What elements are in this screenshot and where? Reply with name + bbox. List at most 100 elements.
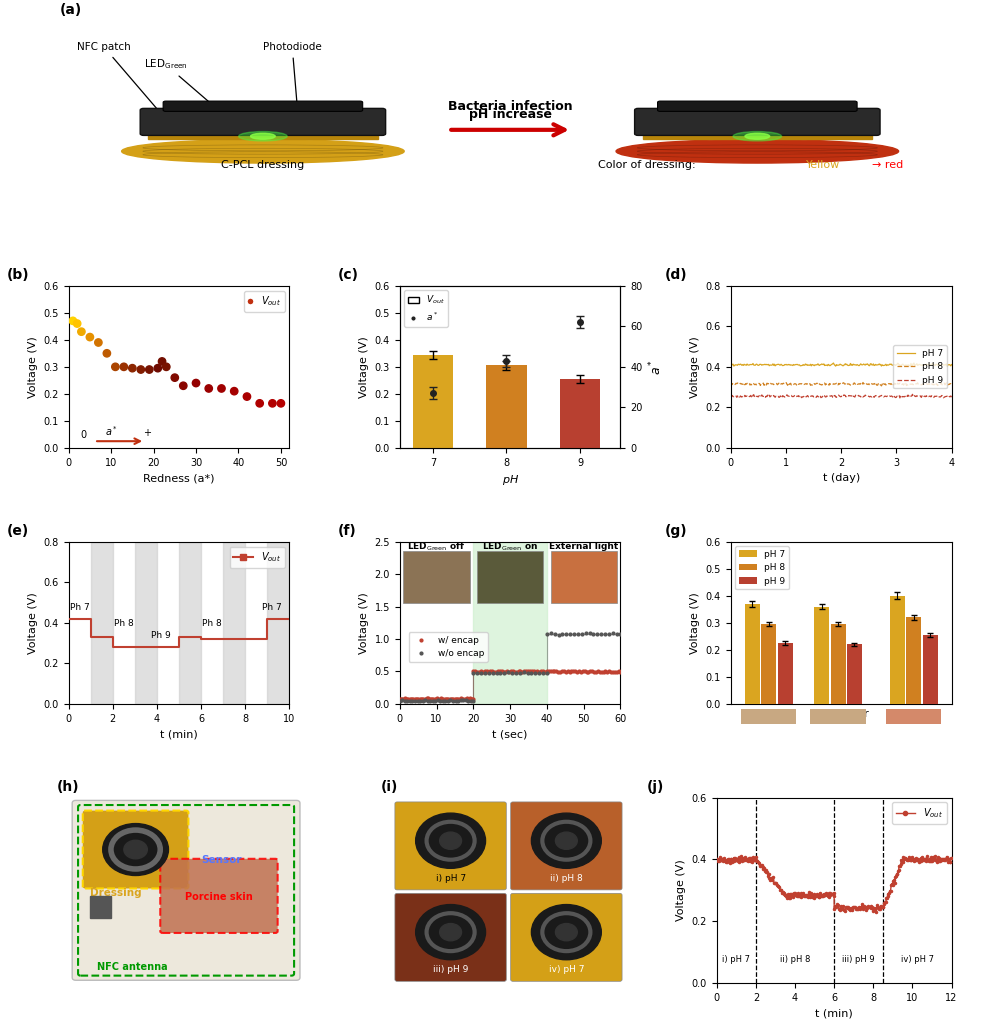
w/o encap: [439, 695, 451, 708]
w/ encap: [394, 692, 406, 705]
FancyBboxPatch shape: [140, 109, 386, 135]
Text: pH increase: pH increase: [469, 109, 551, 121]
Text: Ph 7: Ph 7: [70, 603, 89, 611]
Text: ii) pH 8: ii) pH 8: [550, 874, 583, 883]
Bar: [847, 644, 862, 703]
pH 9: [906, 388, 918, 400]
Bar: [560, 379, 600, 447]
Text: Porcine skin: Porcine skin: [185, 892, 253, 901]
Point: [154, 353, 170, 370]
Y-axis label: $a^*$: $a^*$: [648, 358, 665, 375]
Point: [108, 358, 124, 375]
Bar: [403, 551, 470, 603]
Text: C-PCL dressing: C-PCL dressing: [222, 161, 304, 170]
pH 8: [857, 377, 869, 389]
Point: [176, 378, 191, 394]
pH 8: [860, 378, 872, 390]
Circle shape: [555, 833, 577, 849]
pH 7: [911, 359, 923, 372]
Text: (d): (d): [665, 268, 688, 283]
w/ encap: [427, 692, 439, 705]
w/ encap: [424, 693, 436, 706]
Circle shape: [416, 813, 486, 868]
FancyBboxPatch shape: [511, 802, 622, 890]
X-axis label: t (min): t (min): [815, 1009, 853, 1018]
Bar: [487, 366, 527, 447]
Point: [125, 360, 140, 377]
pH 9: [725, 390, 737, 402]
Text: iv) pH 7: iv) pH 7: [548, 966, 584, 975]
X-axis label: t (day): t (day): [823, 473, 859, 483]
pH 7: [860, 358, 872, 371]
Point: [273, 395, 288, 412]
pH 7: [726, 359, 738, 372]
Point: [159, 358, 175, 375]
Y-axis label: Voltage (V): Voltage (V): [359, 592, 369, 653]
Line: pH 8: pH 8: [731, 383, 952, 386]
Text: Dressing: Dressing: [90, 889, 141, 898]
pH 8: [725, 377, 737, 389]
Bar: [745, 604, 760, 703]
Bar: [90, 896, 111, 919]
pH 9: [855, 390, 867, 402]
Text: 0: 0: [80, 430, 86, 440]
Point: [65, 312, 80, 329]
Y-axis label: Voltage (V): Voltage (V): [28, 592, 38, 653]
Bar: [831, 625, 846, 703]
Circle shape: [416, 904, 486, 959]
Bar: [474, 542, 547, 703]
Point: [201, 380, 217, 396]
Legend: w/ encap, w/o encap: w/ encap, w/o encap: [409, 632, 488, 662]
Text: Bacteria infection: Bacteria infection: [447, 99, 573, 113]
Ellipse shape: [733, 131, 782, 141]
Bar: [148, 134, 378, 139]
pH 9: [726, 390, 738, 402]
Point: [74, 324, 89, 340]
X-axis label: Skin color: Skin color: [814, 710, 868, 720]
Text: (g): (g): [665, 524, 688, 539]
w/o encap: [394, 695, 406, 708]
Point: [141, 361, 157, 378]
w/o encap: [502, 667, 514, 679]
pH 8: [726, 379, 738, 391]
FancyBboxPatch shape: [395, 893, 506, 981]
Ellipse shape: [616, 139, 899, 163]
w/o encap: [584, 627, 595, 639]
Point: [99, 345, 115, 361]
Text: Color of dressing:: Color of dressing:: [598, 161, 699, 170]
w/ encap: [404, 692, 416, 705]
Text: External light: External light: [549, 543, 618, 552]
Bar: [810, 710, 866, 724]
Point: [150, 360, 166, 377]
Point: [265, 395, 281, 412]
Ellipse shape: [745, 133, 770, 139]
Y-axis label: Voltage (V): Voltage (V): [359, 336, 369, 397]
Text: (h): (h): [57, 780, 79, 794]
pH 9: [856, 390, 868, 402]
Point: [116, 358, 131, 375]
Bar: [267, 542, 289, 703]
Point: [227, 383, 242, 399]
Y-axis label: Voltage (V): Voltage (V): [691, 336, 700, 397]
pH 8: [926, 379, 938, 391]
Text: (j): (j): [646, 780, 664, 794]
Bar: [778, 643, 793, 703]
Text: (a): (a): [60, 3, 82, 17]
Circle shape: [439, 924, 461, 941]
w/o encap: [615, 628, 627, 640]
pH 8: [856, 378, 868, 390]
Y-axis label: Voltage (V): Voltage (V): [691, 592, 700, 653]
Point: [167, 370, 182, 386]
Text: iii) pH 9: iii) pH 9: [843, 955, 875, 965]
Legend: $V_{out}$: $V_{out}$: [230, 547, 284, 568]
Point: [133, 361, 149, 378]
Text: Ph 8: Ph 8: [114, 618, 133, 628]
pH 7: [856, 358, 868, 371]
Legend: pH 7, pH 8, pH 9: pH 7, pH 8, pH 9: [736, 546, 789, 590]
pH 8: [912, 378, 924, 390]
pH 7: [857, 358, 869, 371]
Text: $a^*$: $a^*$: [105, 424, 118, 437]
Text: Sensor: Sensor: [201, 854, 241, 864]
Line: pH 9: pH 9: [731, 394, 952, 398]
pH 7: [828, 357, 840, 370]
